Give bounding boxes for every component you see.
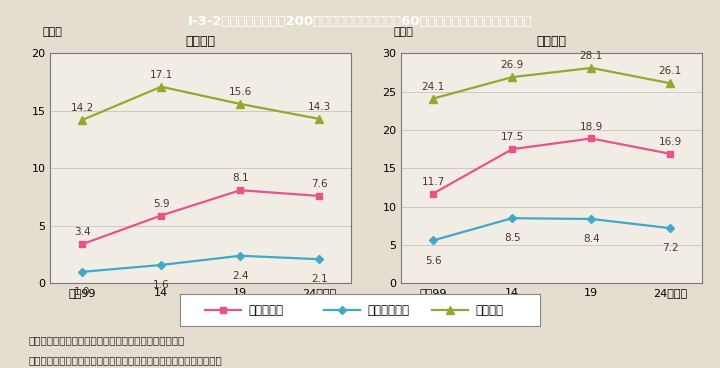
Text: ＜女性＞: ＜女性＞ [186, 35, 216, 48]
Text: 5.9: 5.9 [153, 199, 169, 209]
Text: 26.9: 26.9 [500, 60, 523, 70]
Text: 2.4: 2.4 [232, 271, 248, 281]
Text: 17.1: 17.1 [150, 70, 173, 80]
Text: 8.5: 8.5 [504, 233, 521, 244]
Text: 15.6: 15.6 [229, 87, 252, 97]
Text: 7.2: 7.2 [662, 244, 679, 254]
Text: 16.9: 16.9 [659, 137, 682, 147]
Text: （備考）１．　総務省「就業構造基本調査」より作成。: （備考）１． 総務省「就業構造基本調査」より作成。 [29, 335, 185, 345]
Text: 14.3: 14.3 [307, 102, 331, 112]
Text: I-3-2図　年間就業日数200日以上かつ週間就業時間60時間以上の就業者の割合の推移: I-3-2図 年間就業日数200日以上かつ週間就業時間60時間以上の就業者の割合… [188, 15, 532, 28]
Text: 8.1: 8.1 [232, 173, 248, 183]
Text: 1.6: 1.6 [153, 280, 169, 290]
Text: ＜男性＞: ＜男性＞ [536, 35, 567, 48]
Text: 24.1: 24.1 [421, 82, 445, 92]
Text: 7.6: 7.6 [311, 179, 328, 189]
Text: 2.1: 2.1 [311, 275, 328, 284]
Text: 5.6: 5.6 [425, 256, 441, 266]
Text: 正規の職員: 正規の職員 [248, 304, 284, 316]
Text: 11.7: 11.7 [421, 177, 445, 187]
Text: 17.5: 17.5 [500, 132, 523, 142]
Text: 3.4: 3.4 [73, 227, 90, 237]
Text: 18.9: 18.9 [580, 121, 603, 131]
Text: （％）: （％） [42, 27, 63, 37]
Text: （％）: （％） [394, 27, 413, 37]
Text: 8.4: 8.4 [583, 234, 600, 244]
Text: 自営業主: 自営業主 [475, 304, 503, 316]
Text: 28.1: 28.1 [580, 51, 603, 61]
Text: 26.1: 26.1 [659, 66, 682, 76]
Text: 1.0: 1.0 [73, 287, 90, 297]
Text: 非正規の職員: 非正規の職員 [367, 304, 409, 316]
Text: ２．　割合は，就業時間が不詳の者を除いて算出している。: ２． 割合は，就業時間が不詳の者を除いて算出している。 [29, 355, 222, 365]
Text: 14.2: 14.2 [71, 103, 94, 113]
